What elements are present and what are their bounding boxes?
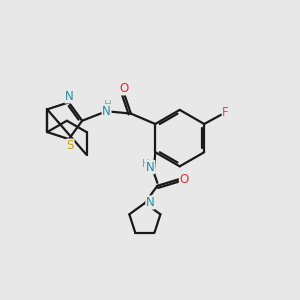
Text: F: F — [222, 106, 229, 119]
Text: H: H — [104, 100, 112, 110]
Text: N: N — [65, 90, 74, 103]
Text: N: N — [146, 196, 154, 209]
Text: O: O — [119, 82, 128, 95]
Text: H: H — [142, 159, 149, 169]
Text: N: N — [146, 160, 154, 174]
Text: O: O — [179, 173, 189, 186]
Text: N: N — [102, 105, 111, 118]
Text: S: S — [67, 139, 74, 152]
